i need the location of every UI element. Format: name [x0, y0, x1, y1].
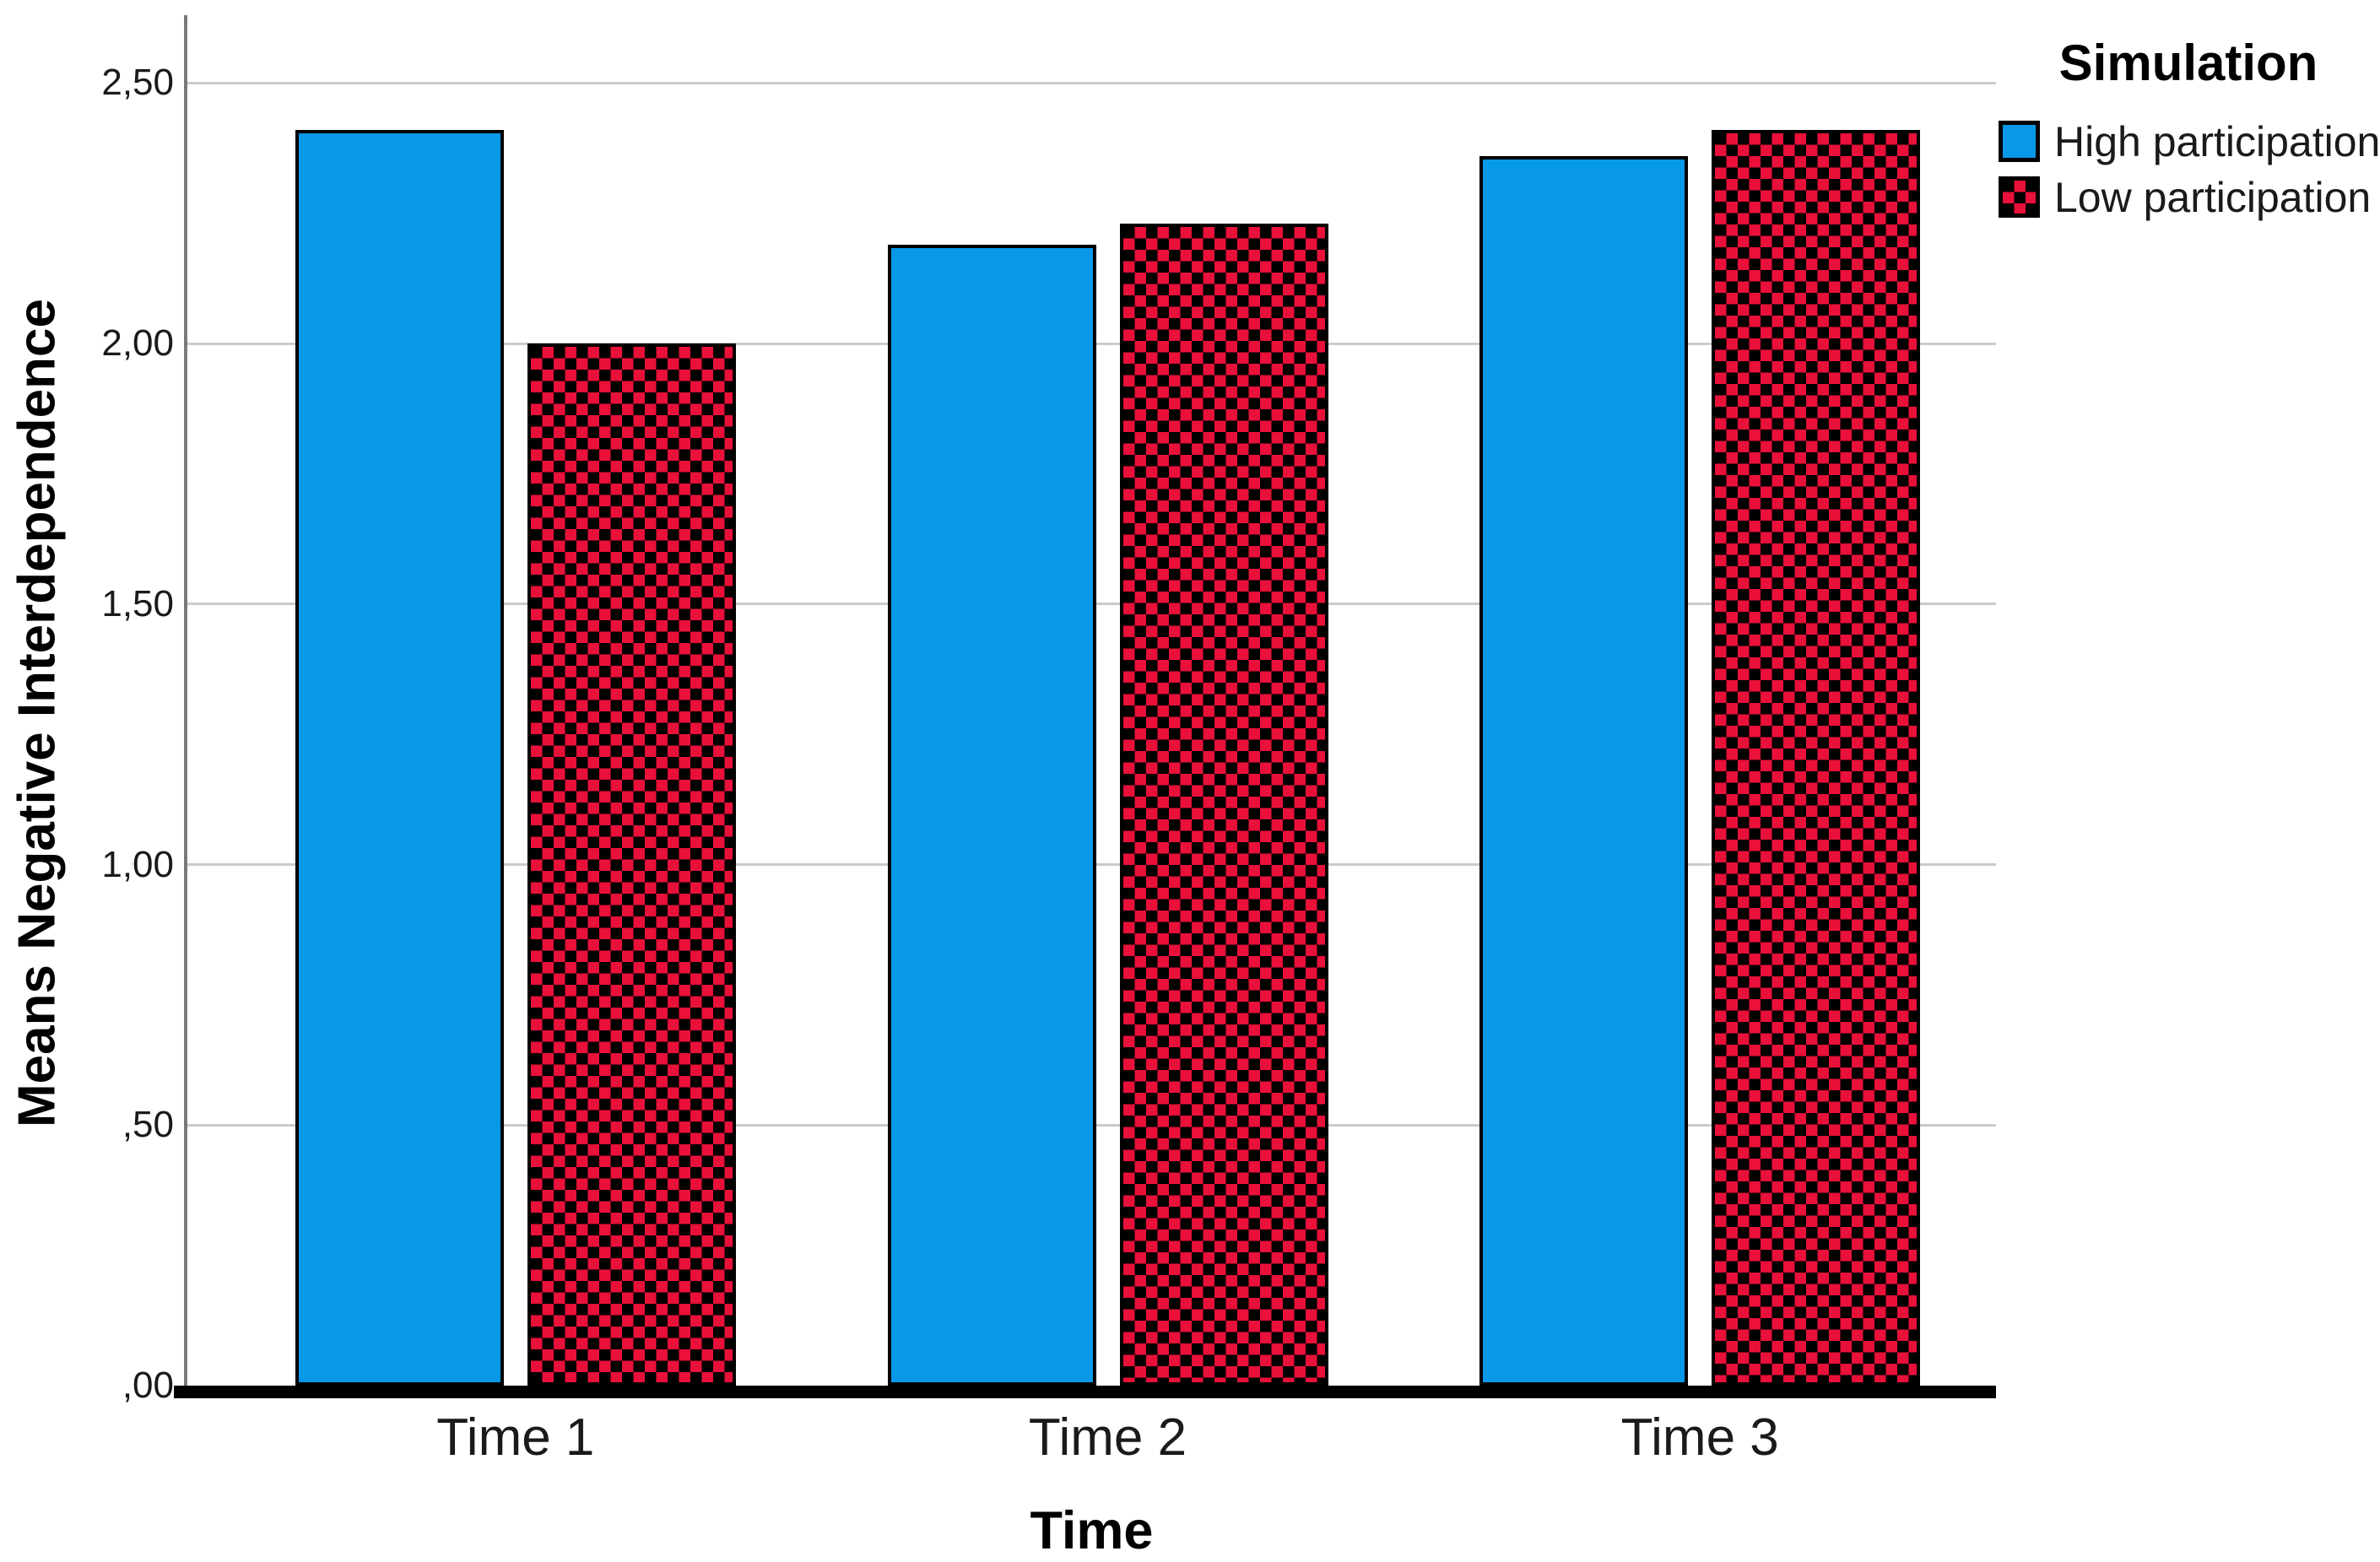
bar-high-participation-time-1: [295, 129, 504, 1386]
y-tick-label: 1,50: [101, 582, 174, 624]
legend-swatch-high-participation: [1999, 121, 2040, 162]
y-tick-labels: ,00 ,50 1,00 1,50 2,00 2,50: [0, 15, 174, 1406]
legend-label-low-participation: Low participation: [2054, 173, 2372, 221]
x-category-labels: Time 1 Time 2 Time 3: [219, 1408, 1996, 1467]
legend-item-low-participation: Low participation: [1999, 174, 2378, 221]
gridline: [187, 81, 1996, 84]
x-axis-baseline: [174, 1386, 1996, 1398]
y-tick-label: 2,50: [101, 62, 174, 104]
y-tick-label: 1,00: [101, 843, 174, 885]
legend-label-high-participation: High participation: [2054, 117, 2380, 165]
x-axis-title: Time: [1030, 1501, 1154, 1560]
plot-area: [174, 15, 1996, 1398]
bar-high-participation-time-2: [887, 244, 1096, 1386]
y-tick-label: ,00: [122, 1365, 174, 1406]
bar-low-participation-time-1: [527, 343, 736, 1386]
x-category-label: Time 3: [1620, 1408, 1779, 1467]
y-axis-line: [184, 15, 187, 1386]
bar-low-participation-time-3: [1712, 129, 1921, 1386]
legend-swatch-low-participation: [1999, 176, 2040, 218]
bar-group-time-1: [219, 15, 812, 1386]
y-tick-label: 2,00: [101, 322, 174, 365]
bar-groups: [219, 15, 1996, 1386]
bar-group-time-3: [1404, 15, 1996, 1386]
bar-group-time-2: [812, 15, 1404, 1386]
legend-item-high-participation: High participation: [1999, 118, 2380, 165]
y-tick-label: ,50: [122, 1104, 174, 1146]
bar-high-participation-time-3: [1479, 155, 1689, 1386]
legend-title: Simulation: [2058, 35, 2318, 91]
x-category-label: Time 1: [436, 1408, 595, 1467]
x-category-label: Time 2: [1028, 1408, 1187, 1467]
legend: Simulation High participation Low partic…: [1999, 34, 2380, 232]
bar-low-participation-time-2: [1119, 224, 1328, 1386]
